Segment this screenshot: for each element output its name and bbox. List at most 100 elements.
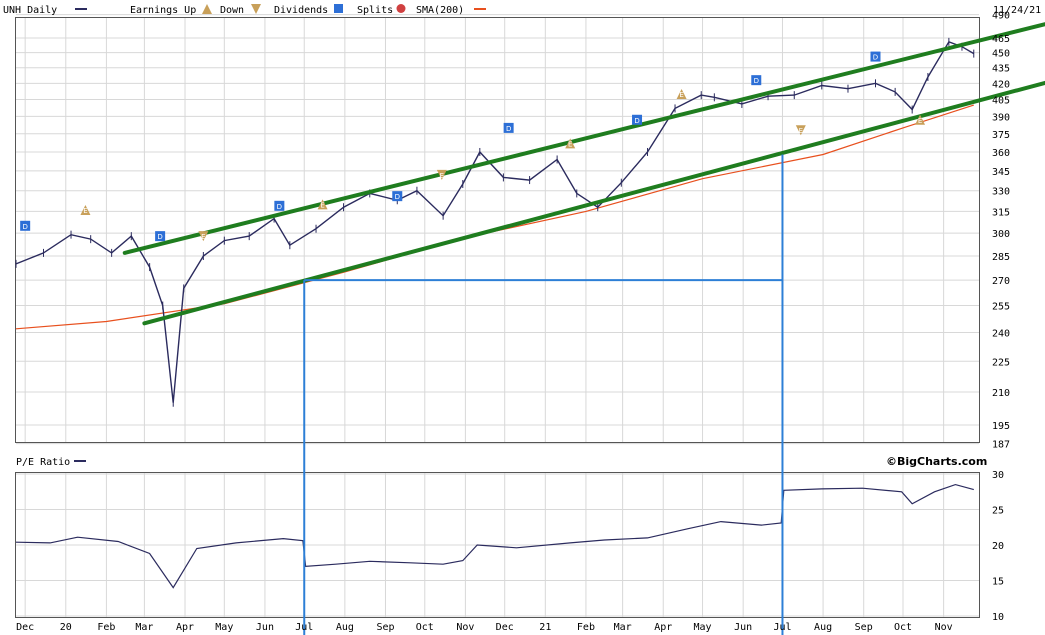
x-tick-label: Dec	[16, 622, 34, 633]
x-tick-label: 20	[60, 622, 72, 633]
sma-series	[15, 104, 974, 330]
dividend-marker	[392, 191, 403, 202]
legend-price-swatch	[75, 8, 87, 10]
legend-earnings-down: Down	[220, 5, 244, 16]
trend-channel-upper	[122, 22, 1045, 255]
event-label: E	[440, 172, 444, 180]
dividend-marker	[20, 220, 31, 231]
dividend-marker	[870, 51, 881, 62]
pe-series	[15, 483, 974, 589]
y-tick-label: 330	[992, 187, 1010, 198]
x-tick-label: Oct	[416, 622, 434, 633]
event-label: D	[873, 54, 878, 62]
pe-legend-swatch	[74, 460, 86, 462]
earnings-down-marker	[198, 231, 209, 242]
x-tick-label: 21	[539, 622, 551, 633]
dividend-marker	[503, 122, 514, 133]
x-tick-label: Feb	[97, 622, 115, 633]
legend-splits: Splits	[357, 5, 393, 16]
y-tick-label: 187	[992, 440, 1010, 451]
event-label: D	[22, 223, 27, 231]
event-label: E	[201, 233, 205, 241]
y-tick-label: 345	[992, 167, 1010, 178]
x-tick-label: Jul	[773, 622, 791, 633]
event-label: D	[395, 193, 400, 201]
x-tick-label: May	[694, 622, 712, 633]
y-tick-label: 195	[992, 421, 1010, 432]
legend-sma: SMA(200)	[416, 5, 464, 16]
legend-dividends: Dividends	[274, 5, 328, 16]
y-tick-label: 255	[992, 302, 1010, 313]
y-tick-label: 420	[992, 79, 1010, 90]
x-tick-label: Mar	[614, 622, 632, 633]
event-label: E	[679, 91, 683, 99]
y-tick-label: 210	[992, 388, 1010, 399]
dividend-icon	[334, 4, 343, 13]
event-markers: D E D E D E D E D E D E D E D E	[20, 51, 926, 242]
earnings-down-icon	[251, 4, 261, 14]
event-label: D	[634, 117, 639, 125]
x-tick-label: Jul	[295, 622, 313, 633]
x-tick-label: May	[215, 622, 233, 633]
y-tick-label: 390	[992, 112, 1010, 123]
earnings-up-marker	[915, 114, 926, 125]
dividend-marker	[155, 231, 166, 242]
earnings-up-marker	[317, 199, 328, 210]
annotations	[303, 154, 784, 635]
x-tick-label: Feb	[577, 622, 595, 633]
x-tick-label: Apr	[654, 622, 672, 633]
y-tick-label: 225	[992, 357, 1010, 368]
event-label: D	[277, 203, 282, 211]
event-label: D	[754, 77, 759, 85]
x-tick-label: Mar	[135, 622, 153, 633]
y-tick-label: 435	[992, 64, 1010, 75]
date-label: 11/24/21	[993, 5, 1041, 16]
x-tick-label: Nov	[456, 622, 474, 633]
sma-line	[15, 104, 974, 330]
x-tick-label: Aug	[814, 622, 832, 633]
x-tick-label: Jun	[734, 622, 752, 633]
event-label: E	[568, 140, 572, 148]
x-tick-label: Aug	[336, 622, 354, 633]
pe-y-tick-label: 20	[992, 541, 1004, 552]
earnings-up-icon	[202, 4, 212, 14]
legend-sma-swatch	[474, 8, 486, 10]
y-tick-label: 450	[992, 49, 1010, 60]
earnings-down-marker	[795, 125, 806, 136]
y-tick-label: 270	[992, 276, 1010, 287]
y-tick-label: 360	[992, 148, 1010, 159]
pe-title: P/E Ratio	[16, 457, 70, 468]
y-tick-label: 405	[992, 96, 1010, 107]
event-label: D	[157, 233, 162, 241]
brand-label: ©BigCharts.com	[886, 455, 987, 468]
x-tick-label: Sep	[376, 622, 394, 633]
axes: 490 465 450 435 420 405 390 375 360 345 330 315 300 2…	[16, 11, 1010, 633]
legend-title: UNH Daily	[3, 5, 57, 16]
dividend-marker	[751, 75, 762, 86]
earnings-up-marker	[565, 138, 576, 149]
legend-earnings-up: Earnings Up	[130, 5, 196, 16]
pe-y-tick-label: 10	[992, 612, 1004, 623]
x-tick-label: Jun	[256, 622, 274, 633]
earnings-down-marker	[436, 169, 447, 180]
dividend-marker	[274, 200, 285, 211]
event-label: D	[506, 125, 511, 133]
earnings-up-marker	[80, 205, 91, 216]
y-tick-label: 300	[992, 229, 1010, 240]
earnings-up-marker	[676, 89, 687, 100]
pe-y-tick-label: 30	[992, 470, 1004, 481]
event-label: E	[799, 127, 803, 135]
dividend-marker	[632, 114, 643, 125]
legend: UNH Daily Earnings Up Down Dividends Spl…	[3, 4, 1041, 16]
y-tick-label: 375	[992, 130, 1010, 141]
x-tick-label: Sep	[855, 622, 873, 633]
event-label: E	[83, 207, 87, 215]
trend-channel-lower	[142, 80, 1045, 326]
split-icon	[396, 4, 406, 13]
x-tick-label: Apr	[176, 622, 194, 633]
y-tick-label: 315	[992, 207, 1010, 218]
event-label: E	[320, 201, 324, 209]
y-tick-label: 490	[992, 11, 1010, 22]
x-tick-label: Oct	[894, 622, 912, 633]
